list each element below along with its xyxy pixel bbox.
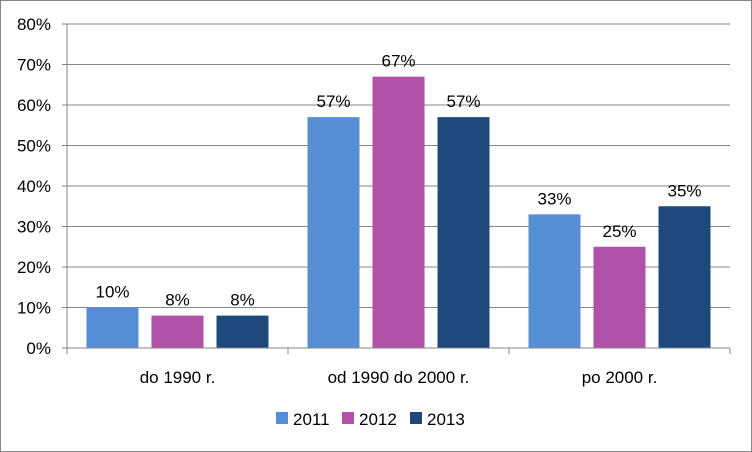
data-label: 67% (381, 52, 415, 71)
bar (372, 76, 425, 349)
data-label: 33% (537, 189, 571, 208)
data-label: 8% (165, 291, 190, 310)
y-tick-label: 70% (17, 56, 51, 75)
y-tick-label: 40% (17, 177, 51, 196)
data-label: 57% (316, 92, 350, 111)
y-tick-label: 50% (17, 137, 51, 156)
y-tick-label: 0% (26, 339, 51, 358)
bar (151, 315, 204, 348)
y-tick-label: 60% (17, 96, 51, 115)
y-tick-label: 30% (17, 218, 51, 237)
data-label: 35% (667, 181, 701, 200)
bar (658, 206, 711, 348)
legend-swatch (276, 412, 288, 424)
y-tick-label: 20% (17, 258, 51, 277)
legend-swatch (410, 412, 422, 424)
bar (528, 214, 581, 348)
data-label: 57% (446, 92, 480, 111)
bar (86, 307, 139, 348)
data-label: 25% (602, 222, 636, 241)
data-label: 10% (95, 283, 129, 302)
bar (593, 246, 646, 348)
bar (307, 117, 360, 349)
x-category-label: od 1990 do 2000 r. (328, 368, 470, 387)
bar (216, 315, 269, 348)
bar (437, 117, 490, 349)
data-label: 8% (230, 291, 255, 310)
x-category-label: do 1990 r. (140, 368, 216, 387)
y-tick-label: 10% (17, 299, 51, 318)
legend-label: 2012 (359, 410, 397, 429)
legend-swatch (342, 412, 354, 424)
legend-label: 2013 (427, 410, 465, 429)
x-category-label: po 2000 r. (582, 368, 658, 387)
y-tick-label: 80% (17, 15, 51, 34)
legend-label: 2011 (293, 410, 330, 429)
